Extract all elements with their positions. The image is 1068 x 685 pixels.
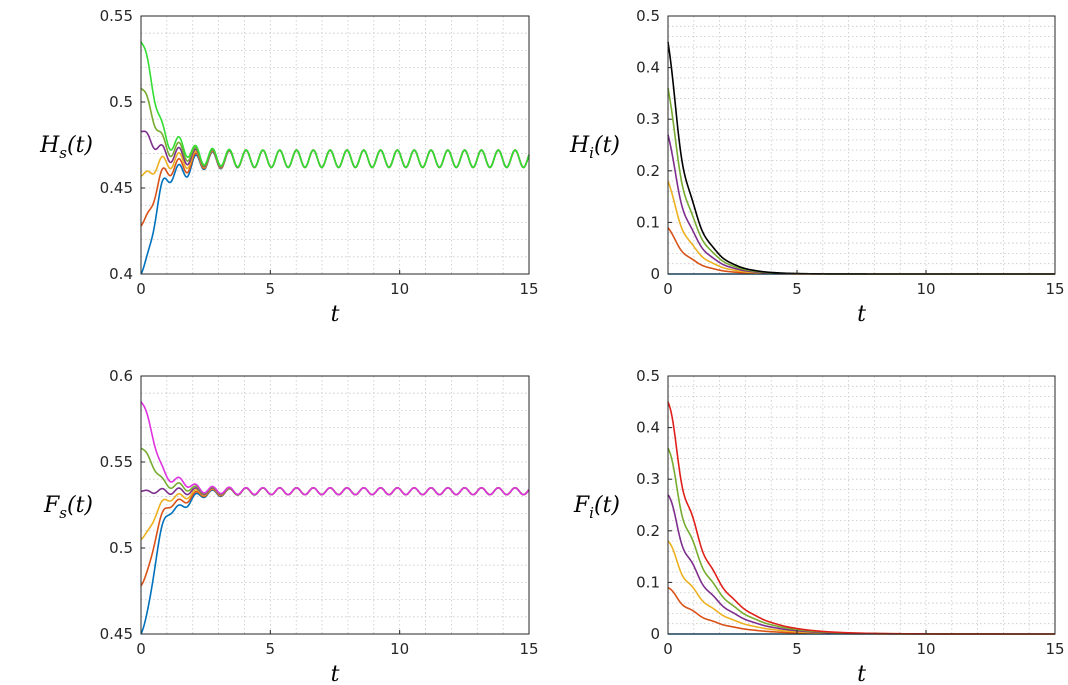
y-tick-label: 0.5 [636,7,660,25]
subplot-Fi: 0 5 10 15 0 0.1 0.2 0.3 0.4 0.5 t Fi(t) [573,367,1065,685]
y-tick-label: 0 [650,265,660,283]
y-axis-label: Hi(t) [569,133,620,162]
x-tick-label: 5 [266,280,276,298]
subplot-Fs: 0 5 10 15 0.45 0.5 0.55 0.6 t Fs(t) [43,367,539,685]
series-line-2 [667,586,1055,635]
grid-Hs [140,15,530,275]
x-tick-label: 0 [663,280,673,298]
plot-area [667,375,1056,635]
x-tick-label: 15 [1045,280,1064,298]
y-axis-label: Hs(t) [39,133,93,162]
series-line-6 [667,401,1055,635]
plot-area [140,375,530,635]
y-tick-label: 0.3 [636,110,660,128]
series-line-6 [140,401,530,496]
x-tick-label: 10 [916,640,935,658]
subplot-Hs: 0 5 10 15 0.4 0.45 0.5 0.55 t Hs(t) [39,7,538,327]
x-tick-label: 10 [390,280,409,298]
x-tick-label: 0 [663,640,673,658]
y-tick-label: 0.4 [636,59,660,77]
series-group-Hi [667,41,1055,275]
grid-Fi [667,375,1056,635]
x-tick-label: 0 [136,280,146,298]
plot-area [667,15,1056,275]
series-group-Fi [667,401,1055,635]
y-axis-label: Fs(t) [43,493,93,522]
x-axis-label: t [331,302,340,327]
grid-Fs [140,375,530,635]
y-tick-label: 0.45 [100,179,133,197]
x-tick-label: 10 [390,640,409,658]
series-group-Hs [140,41,530,275]
y-tick-label: 0.5 [109,93,133,111]
y-tick-label: 0.1 [636,573,660,591]
grid-Hi [667,15,1056,275]
x-tick-label: 5 [266,640,276,658]
y-tick-label: 0.2 [636,162,660,180]
series-line-2 [140,487,530,587]
y-tick-label: 0.5 [636,367,660,385]
x-axis-label: t [331,662,340,685]
x-tick-label: 10 [916,280,935,298]
plot-area [140,15,530,275]
y-tick-label: 0.4 [109,265,133,283]
y-tick-label: 0.2 [636,522,660,540]
x-axis-label: t [857,662,866,685]
series-line-6 [140,41,530,169]
y-tick-label: 0 [650,625,660,643]
x-axis-label: t [857,302,866,327]
x-tick-label: 0 [136,640,146,658]
series-line-2 [667,227,1055,275]
series-group-Fs [140,401,530,635]
y-tick-label: 0.5 [109,539,133,557]
series-line-1 [140,149,530,275]
y-tick-label: 0.55 [100,453,133,471]
x-tick-label: 5 [792,640,802,658]
x-tick-label: 15 [1045,640,1064,658]
y-axis-label: Fi(t) [573,493,620,522]
series-line-6 [667,41,1055,275]
series-line-1 [140,487,530,635]
y-tick-label: 0.55 [100,7,133,25]
y-tick-label: 0.4 [636,419,660,437]
x-tick-label: 15 [519,280,538,298]
subplot-Hi: 0 5 10 15 0 0.1 0.2 0.3 0.4 0.5 t Hi(t) [569,7,1065,327]
y-tick-label: 0.3 [636,470,660,488]
series-line-3 [667,540,1055,635]
y-tick-label: 0.1 [636,213,660,231]
x-tick-label: 5 [792,280,802,298]
x-tick-label: 15 [519,640,538,658]
y-tick-label: 0.45 [100,625,133,643]
y-tick-label: 0.6 [109,367,133,385]
